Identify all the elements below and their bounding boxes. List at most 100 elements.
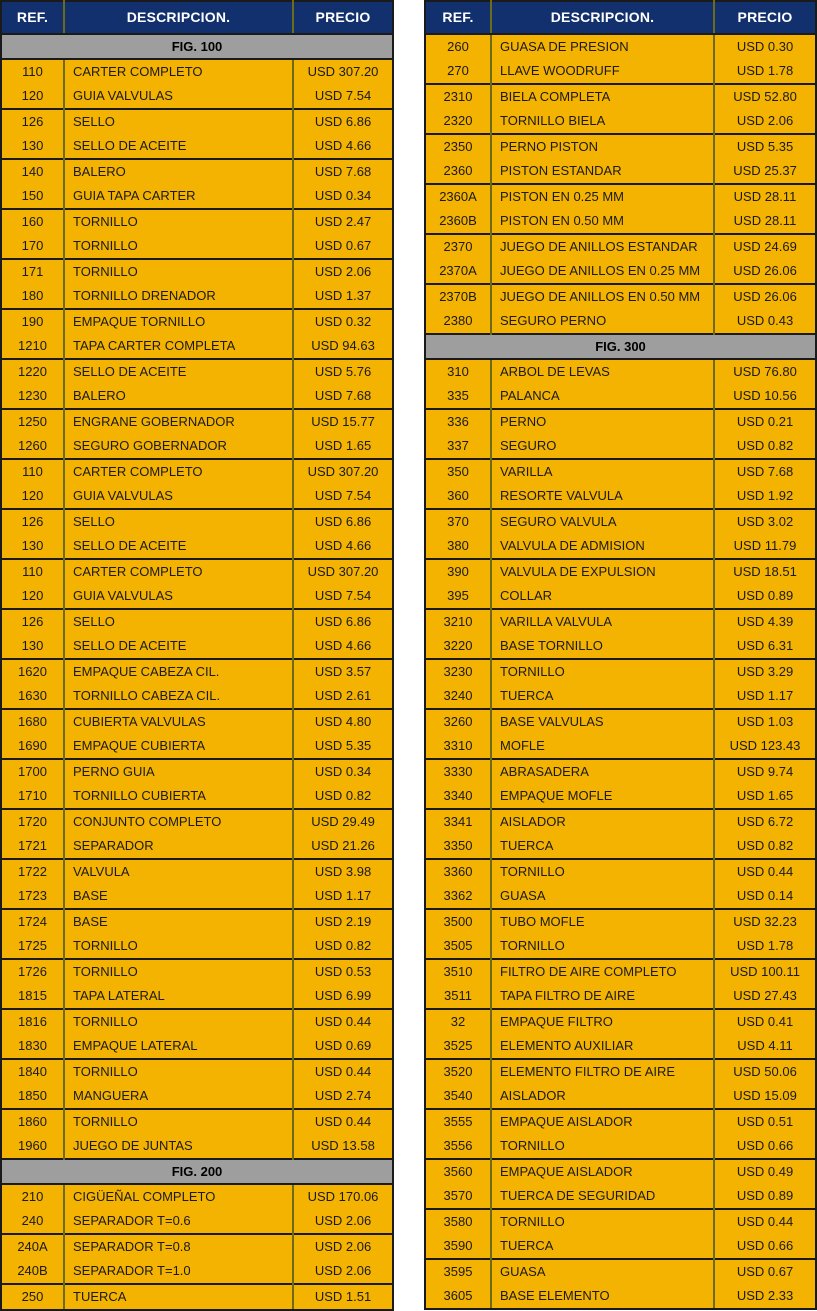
table-row[interactable]: 1680 CUBIERTA VALVULAS USD 4.80 bbox=[0, 708, 394, 734]
table-row[interactable]: 3556 TORNILLO USD 0.66 bbox=[424, 1134, 817, 1159]
table-row[interactable]: 1830 EMPAQUE LATERAL USD 0.69 bbox=[0, 1034, 394, 1059]
table-row[interactable]: 110 CARTER COMPLETO USD 307.20 bbox=[0, 458, 394, 484]
table-row[interactable]: 3260 BASE VALVULAS USD 1.03 bbox=[424, 708, 817, 734]
table-row[interactable]: 3595 GUASA USD 0.67 bbox=[424, 1258, 817, 1284]
table-row[interactable]: 3360 TORNILLO USD 0.44 bbox=[424, 858, 817, 884]
table-row[interactable]: 336 PERNO USD 0.21 bbox=[424, 408, 817, 434]
table-row[interactable]: 240A SEPARADOR T=0.8 USD 2.06 bbox=[0, 1233, 394, 1259]
table-row[interactable]: 3362 GUASA USD 0.14 bbox=[424, 884, 817, 909]
table-row[interactable]: 337 SEGURO USD 0.82 bbox=[424, 434, 817, 459]
table-row[interactable]: 3505 TORNILLO USD 1.78 bbox=[424, 934, 817, 959]
table-row[interactable]: 210 CIGÜEÑAL COMPLETO USD 170.06 bbox=[0, 1184, 394, 1209]
table-row[interactable]: 1960 JUEGO DE JUNTAS USD 13.58 bbox=[0, 1134, 394, 1159]
table-row[interactable]: 1725 TORNILLO USD 0.82 bbox=[0, 934, 394, 959]
table-row[interactable]: 3520 ELEMENTO FILTRO DE AIRE USD 50.06 bbox=[424, 1058, 817, 1084]
table-row[interactable]: 3341 AISLADOR USD 6.72 bbox=[424, 808, 817, 834]
table-row[interactable]: 2370 JUEGO DE ANILLOS ESTANDAR USD 24.69 bbox=[424, 233, 817, 259]
table-row[interactable]: 1250 ENGRANE GOBERNADOR USD 15.77 bbox=[0, 408, 394, 434]
table-row[interactable]: 3560 EMPAQUE AISLADOR USD 0.49 bbox=[424, 1158, 817, 1184]
table-row[interactable]: 1815 TAPA LATERAL USD 6.99 bbox=[0, 984, 394, 1009]
table-row[interactable]: 3220 BASE TORNILLO USD 6.31 bbox=[424, 634, 817, 659]
table-row[interactable]: 3340 EMPAQUE MOFLE USD 1.65 bbox=[424, 784, 817, 809]
table-row[interactable]: 2310 BIELA COMPLETA USD 52.80 bbox=[424, 83, 817, 109]
table-row[interactable]: 126 SELLO USD 6.86 bbox=[0, 508, 394, 534]
table-row[interactable]: 1700 PERNO GUIA USD 0.34 bbox=[0, 758, 394, 784]
table-row[interactable]: 2360B PISTON EN 0.50 MM USD 28.11 bbox=[424, 209, 817, 234]
table-row[interactable]: 1690 EMPAQUE CUBIERTA USD 5.35 bbox=[0, 734, 394, 759]
table-row[interactable]: 32 EMPAQUE FILTRO USD 0.41 bbox=[424, 1008, 817, 1034]
table-row[interactable]: 1230 BALERO USD 7.68 bbox=[0, 384, 394, 409]
table-row[interactable]: 1724 BASE USD 2.19 bbox=[0, 908, 394, 934]
table-row[interactable]: 3240 TUERCA USD 1.17 bbox=[424, 684, 817, 709]
table-row[interactable]: 3580 TORNILLO USD 0.44 bbox=[424, 1208, 817, 1234]
table-row[interactable]: 110 CARTER COMPLETO USD 307.20 bbox=[0, 59, 394, 84]
table-row[interactable]: 3605 BASE ELEMENTO USD 2.33 bbox=[424, 1284, 817, 1310]
table-row[interactable]: 3555 EMPAQUE AISLADOR USD 0.51 bbox=[424, 1108, 817, 1134]
table-row[interactable]: 2370B JUEGO DE ANILLOS EN 0.50 MM USD 26.0… bbox=[424, 283, 817, 309]
table-row[interactable]: 1720 CONJUNTO COMPLETO USD 29.49 bbox=[0, 808, 394, 834]
table-row[interactable]: 120 GUIA VALVULAS USD 7.54 bbox=[0, 584, 394, 609]
table-row[interactable]: 140 BALERO USD 7.68 bbox=[0, 158, 394, 184]
table-row[interactable]: 190 EMPAQUE TORNILLO USD 0.32 bbox=[0, 308, 394, 334]
table-row[interactable]: 360 RESORTE VALVULA USD 1.92 bbox=[424, 484, 817, 509]
cell-descripcion: AISLADOR bbox=[490, 1084, 715, 1109]
table-row[interactable]: 1850 MANGUERA USD 2.74 bbox=[0, 1084, 394, 1109]
table-row[interactable]: 3210 VARILLA VALVULA USD 4.39 bbox=[424, 608, 817, 634]
table-row[interactable]: 130 SELLO DE ACEITE USD 4.66 bbox=[0, 134, 394, 159]
table-row[interactable]: 260 GUASA DE PRESION USD 0.30 bbox=[424, 33, 817, 59]
table-row[interactable]: 3511 TAPA FILTRO DE AIRE USD 27.43 bbox=[424, 984, 817, 1009]
table-row[interactable]: 171 TORNILLO USD 2.06 bbox=[0, 258, 394, 284]
table-row[interactable]: 3310 MOFLE USD 123.43 bbox=[424, 734, 817, 759]
table-row[interactable]: 1840 TORNILLO USD 0.44 bbox=[0, 1058, 394, 1084]
table-row[interactable]: 170 TORNILLO USD 0.67 bbox=[0, 234, 394, 259]
table-row[interactable]: 1260 SEGURO GOBERNADOR USD 1.65 bbox=[0, 434, 394, 459]
table-row[interactable]: 240B SEPARADOR T=1.0 USD 2.06 bbox=[0, 1259, 394, 1284]
table-row[interactable]: 1726 TORNILLO USD 0.53 bbox=[0, 958, 394, 984]
table-row[interactable]: 130 SELLO DE ACEITE USD 4.66 bbox=[0, 534, 394, 559]
table-row[interactable]: 1220 SELLO DE ACEITE USD 5.76 bbox=[0, 358, 394, 384]
table-row[interactable]: 1620 EMPAQUE CABEZA CIL. USD 3.57 bbox=[0, 658, 394, 684]
table-row[interactable]: 3570 TUERCA DE SEGURIDAD USD 0.89 bbox=[424, 1184, 817, 1209]
table-row[interactable]: 310 ARBOL DE LEVAS USD 76.80 bbox=[424, 359, 817, 384]
table-row[interactable]: 160 TORNILLO USD 2.47 bbox=[0, 208, 394, 234]
table-row[interactable]: 390 VALVULA DE EXPULSION USD 18.51 bbox=[424, 558, 817, 584]
table-row[interactable]: 110 CARTER COMPLETO USD 307.20 bbox=[0, 558, 394, 584]
table-row[interactable]: 3350 TUERCA USD 0.82 bbox=[424, 834, 817, 859]
table-row[interactable]: 3540 AISLADOR USD 15.09 bbox=[424, 1084, 817, 1109]
table-row[interactable]: 3510 FILTRO DE AIRE COMPLETO USD 100.11 bbox=[424, 958, 817, 984]
table-row[interactable]: 3525 ELEMENTO AUXILIAR USD 4.11 bbox=[424, 1034, 817, 1059]
table-row[interactable]: 180 TORNILLO DRENADOR USD 1.37 bbox=[0, 284, 394, 309]
table-row[interactable]: 335 PALANCA USD 10.56 bbox=[424, 384, 817, 409]
table-row[interactable]: 380 VALVULA DE ADMISION USD 11.79 bbox=[424, 534, 817, 559]
table-row[interactable]: 120 GUIA VALVULAS USD 7.54 bbox=[0, 484, 394, 509]
table-row[interactable]: 1860 TORNILLO USD 0.44 bbox=[0, 1108, 394, 1134]
table-row[interactable]: 126 SELLO USD 6.86 bbox=[0, 608, 394, 634]
table-row[interactable]: 395 COLLAR USD 0.89 bbox=[424, 584, 817, 609]
table-row[interactable]: 1210 TAPA CARTER COMPLETA USD 94.63 bbox=[0, 334, 394, 359]
table-row[interactable]: 1710 TORNILLO CUBIERTA USD 0.82 bbox=[0, 784, 394, 809]
table-row[interactable]: 3330 ABRASADERA USD 9.74 bbox=[424, 758, 817, 784]
table-row[interactable]: 350 VARILLA USD 7.68 bbox=[424, 458, 817, 484]
table-row[interactable]: 2370A JUEGO DE ANILLOS EN 0.25 MM USD 26.0… bbox=[424, 259, 817, 284]
table-row[interactable]: 2380 SEGURO PERNO USD 0.43 bbox=[424, 309, 817, 334]
table-row[interactable]: 370 SEGURO VALVULA USD 3.02 bbox=[424, 508, 817, 534]
table-row[interactable]: 2360 PISTON ESTANDAR USD 25.37 bbox=[424, 159, 817, 184]
table-row[interactable]: 150 GUIA TAPA CARTER USD 0.34 bbox=[0, 184, 394, 209]
table-row[interactable]: 3500 TUBO MOFLE USD 32.23 bbox=[424, 908, 817, 934]
table-row[interactable]: 1816 TORNILLO USD 0.44 bbox=[0, 1008, 394, 1034]
table-row[interactable]: 1723 BASE USD 1.17 bbox=[0, 884, 394, 909]
table-row[interactable]: 1721 SEPARADOR USD 21.26 bbox=[0, 834, 394, 859]
table-row[interactable]: 2320 TORNILLO BIELA USD 2.06 bbox=[424, 109, 817, 134]
table-row[interactable]: 270 LLAVE WOODRUFF USD 1.78 bbox=[424, 59, 817, 84]
table-row[interactable]: 2360A PISTON EN 0.25 MM USD 28.11 bbox=[424, 183, 817, 209]
table-row[interactable]: 1630 TORNILLO CABEZA CIL. USD 2.61 bbox=[0, 684, 394, 709]
table-row[interactable]: 130 SELLO DE ACEITE USD 4.66 bbox=[0, 634, 394, 659]
table-row[interactable]: 3590 TUERCA USD 0.66 bbox=[424, 1234, 817, 1259]
table-row[interactable]: 3230 TORNILLO USD 3.29 bbox=[424, 658, 817, 684]
table-row[interactable]: 250 TUERCA USD 1.51 bbox=[0, 1283, 394, 1311]
table-row[interactable]: 120 GUIA VALVULAS USD 7.54 bbox=[0, 84, 394, 109]
table-row[interactable]: 240 SEPARADOR T=0.6 USD 2.06 bbox=[0, 1209, 394, 1234]
table-row[interactable]: 126 SELLO USD 6.86 bbox=[0, 108, 394, 134]
table-row[interactable]: 2350 PERNO PISTON USD 5.35 bbox=[424, 133, 817, 159]
table-row[interactable]: 1722 VALVULA USD 3.98 bbox=[0, 858, 394, 884]
